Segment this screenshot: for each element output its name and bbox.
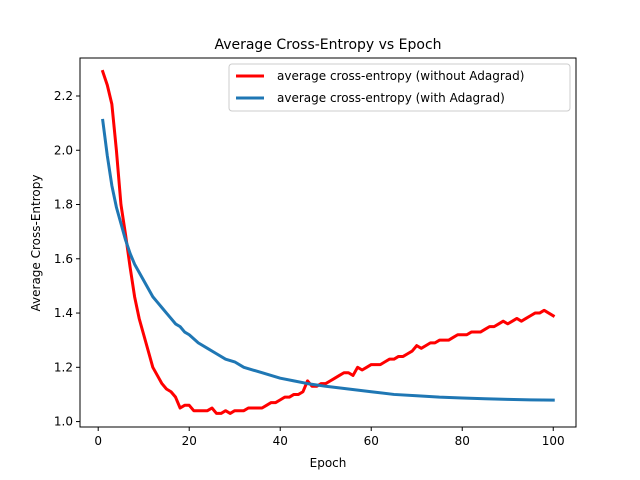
series-line-2 <box>101 118 555 402</box>
series-line-1 <box>100 69 556 415</box>
x-axis-title: Epoch <box>310 456 347 470</box>
x-tick-label: 20 <box>182 434 197 448</box>
chart-title: Average Cross-Entropy vs Epoch <box>214 37 441 53</box>
y-tick-label: 1.2 <box>54 360 73 374</box>
y-tick-label: 2.2 <box>54 89 73 103</box>
y-tick-label: 1.0 <box>54 415 73 429</box>
x-tick-label: 60 <box>364 434 379 448</box>
legend: average cross-entropy (without Adagrad) a… <box>228 63 571 112</box>
series-layer <box>100 69 556 415</box>
y-tick-label: 1.6 <box>54 252 73 266</box>
x-tick-label: 40 <box>273 434 288 448</box>
y-tick-label: 1.8 <box>54 198 73 212</box>
legend-label-1: average cross-entropy (without Adagrad) <box>277 69 524 83</box>
y-axis-title: Average Cross-Entropy <box>29 175 43 312</box>
axes-layer: 0 20 40 60 80 100 1.0 1.2 1.4 1.6 1.8 2.0 2.2 <box>54 57 577 448</box>
x-tick-label: 100 <box>542 434 565 448</box>
x-tick-label: 80 <box>455 434 470 448</box>
y-tick-label: 1.4 <box>54 306 73 320</box>
legend-box <box>228 63 571 112</box>
legend-label-2: average cross-entropy (with Adagrad) <box>277 91 505 105</box>
y-tick-label: 2.0 <box>54 143 73 157</box>
plot-frame <box>79 57 577 428</box>
x-tick-label: 0 <box>94 434 102 448</box>
